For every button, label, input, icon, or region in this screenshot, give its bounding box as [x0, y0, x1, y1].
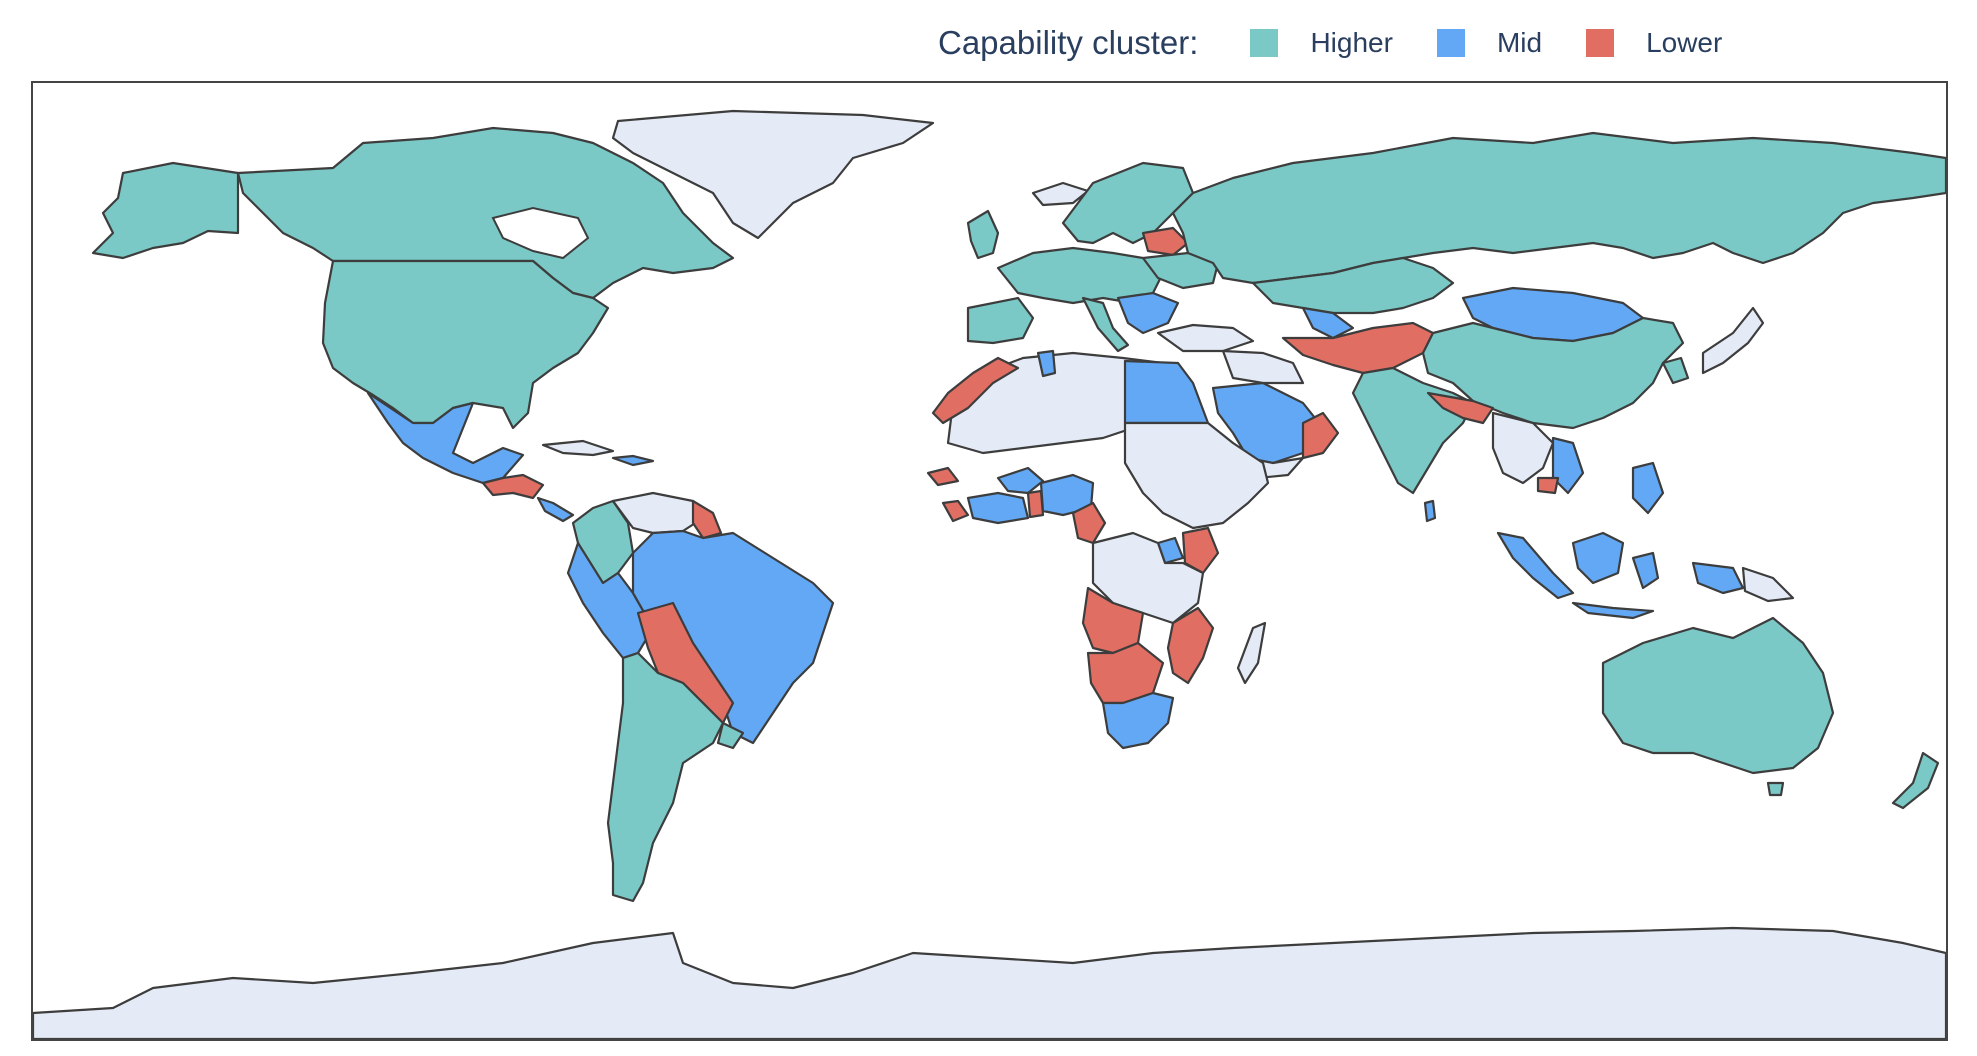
- region-sulawesi[interactable]: [1631, 551, 1660, 590]
- region-oman[interactable]: [1301, 411, 1340, 460]
- region-tasmania[interactable]: [1766, 781, 1785, 797]
- legend-swatch-mid: [1436, 29, 1465, 57]
- region-australia[interactable]: [1601, 616, 1835, 775]
- region-japan[interactable]: [1701, 306, 1765, 375]
- region-canada[interactable]: [236, 126, 735, 300]
- world-choropleth-map[interactable]: [33, 83, 1946, 1039]
- region-italy[interactable]: [1081, 296, 1130, 353]
- region-mozambique[interactable]: [1166, 606, 1215, 685]
- region-ivory-coast-ghana[interactable]: [966, 491, 1030, 525]
- region-greenland[interactable]: [611, 109, 935, 240]
- legend-title: Capability cluster:: [938, 24, 1199, 61]
- legend-item-lower[interactable]: Lower: [1586, 27, 1722, 59]
- legend-swatch-higher: [1250, 29, 1279, 57]
- region-usa[interactable]: [321, 259, 610, 430]
- region-antarctica[interactable]: [33, 926, 1946, 1039]
- region-tunisia[interactable]: [1036, 349, 1057, 378]
- region-iran-afghanistan-pakistan[interactable]: [1281, 321, 1435, 375]
- region-korea[interactable]: [1661, 356, 1690, 385]
- region-sudan-horn[interactable]: [1123, 421, 1270, 530]
- region-central-africa[interactable]: [1091, 531, 1205, 625]
- region-egypt[interactable]: [1123, 359, 1210, 425]
- region-iberia[interactable]: [966, 296, 1035, 345]
- region-new-guinea-west[interactable]: [1691, 561, 1745, 595]
- region-senegal[interactable]: [926, 466, 960, 487]
- region-sumatra[interactable]: [1496, 531, 1575, 600]
- region-iceland[interactable]: [1031, 181, 1090, 207]
- region-uzbekistan[interactable]: [1301, 306, 1355, 340]
- region-cuba[interactable]: [541, 439, 615, 457]
- region-papua-new-guinea[interactable]: [1741, 566, 1795, 603]
- region-central-america[interactable]: [481, 473, 545, 500]
- legend-label-lower: Lower: [1646, 27, 1723, 58]
- legend-item-mid[interactable]: Mid: [1436, 27, 1543, 59]
- region-new-zealand[interactable]: [1891, 751, 1940, 810]
- region-south-africa[interactable]: [1101, 691, 1175, 750]
- region-borneo[interactable]: [1571, 531, 1625, 585]
- region-madagascar[interactable]: [1236, 621, 1267, 685]
- region-kenya[interactable]: [1181, 526, 1220, 575]
- region-guyana[interactable]: [691, 499, 723, 540]
- region-morocco[interactable]: [931, 356, 1020, 425]
- region-mainland-se-asia[interactable]: [1491, 411, 1555, 485]
- region-java[interactable]: [1571, 601, 1655, 620]
- region-argentina-chile[interactable]: [606, 651, 725, 903]
- region-saudi-arabia[interactable]: [1211, 381, 1325, 465]
- region-belarus[interactable]: [1141, 226, 1190, 257]
- region-hispaniola[interactable]: [611, 454, 655, 467]
- region-balkans[interactable]: [1116, 291, 1180, 335]
- legend-item-higher[interactable]: Higher: [1250, 27, 1393, 59]
- region-vietnam[interactable]: [1551, 436, 1585, 495]
- legend-label-mid: Mid: [1496, 27, 1543, 58]
- region-nepal-bangladesh[interactable]: [1426, 391, 1495, 425]
- region-iraq-syria[interactable]: [1221, 349, 1305, 385]
- region-panama-costa-rica[interactable]: [536, 496, 575, 523]
- region-china[interactable]: [1421, 316, 1685, 430]
- region-sri-lanka[interactable]: [1423, 499, 1437, 523]
- legend-label-higher: Higher: [1310, 27, 1393, 58]
- region-cameroon[interactable]: [1071, 501, 1107, 545]
- region-scandinavia[interactable]: [1061, 161, 1195, 245]
- region-mexico[interactable]: [366, 391, 525, 485]
- region-india[interactable]: [1351, 366, 1475, 495]
- region-philippines[interactable]: [1631, 461, 1665, 515]
- region-alaska[interactable]: [91, 161, 240, 260]
- region-hudson-bay: [491, 206, 590, 260]
- region-burkina-mali[interactable]: [996, 466, 1045, 495]
- region-togo-benin[interactable]: [1026, 489, 1045, 519]
- region-turkey[interactable]: [1156, 323, 1255, 353]
- region-sierra-leone-liberia[interactable]: [941, 499, 970, 523]
- region-uk[interactable]: [966, 209, 1000, 260]
- region-russia[interactable]: [1171, 131, 1946, 285]
- legend-swatch-lower: [1586, 29, 1615, 57]
- region-uruguay[interactable]: [716, 721, 745, 750]
- region-cambodia[interactable]: [1536, 476, 1560, 495]
- world-map-frame[interactable]: [31, 81, 1948, 1041]
- map-legend: Capability cluster: Higher Mid Lower: [938, 18, 1766, 68]
